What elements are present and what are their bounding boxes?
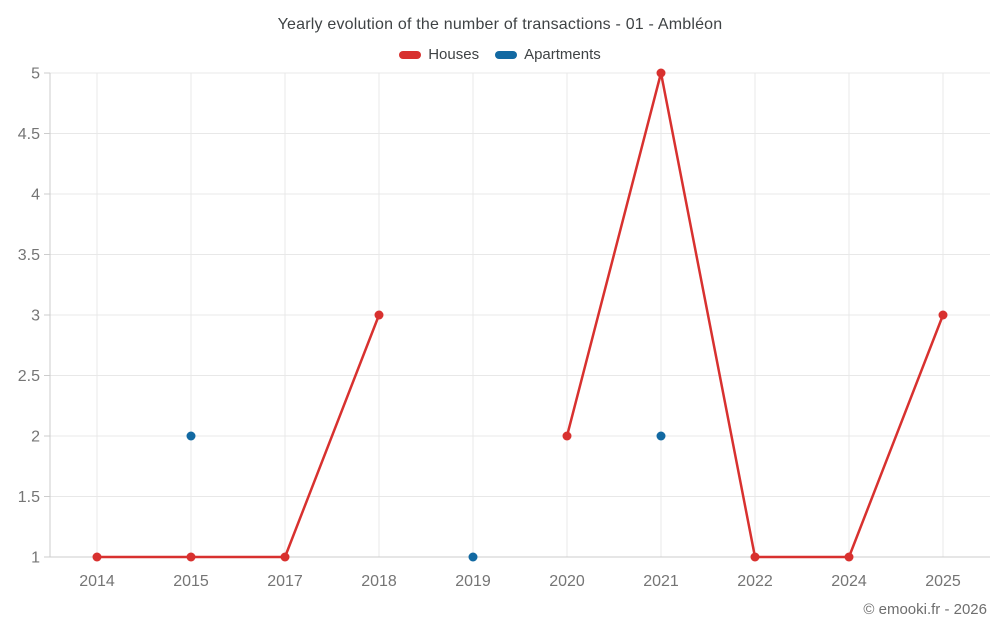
x-axis-label: 2021 <box>643 573 679 590</box>
x-axis-label: 2018 <box>361 573 397 590</box>
axis-labels: 1 1.5 2 2.5 3 3.5 4 4.5 5 2014 2015 2017 2018 2019 202… <box>18 66 961 591</box>
apartments-point[interactable] <box>656 431 666 441</box>
houses-point[interactable] <box>280 552 290 562</box>
apartments-point[interactable] <box>468 552 478 562</box>
y-axis-label: 4 <box>31 187 40 204</box>
series-apartments <box>186 431 666 562</box>
x-axis-label: 2015 <box>173 573 209 590</box>
legend-item-apartments[interactable]: Apartments <box>495 46 601 63</box>
x-axis-label: 2025 <box>925 573 961 590</box>
houses-point[interactable] <box>562 431 572 441</box>
gridlines <box>50 72 990 558</box>
chart-legend: Houses Apartments <box>0 46 1000 63</box>
houses-point[interactable] <box>844 552 854 562</box>
houses-line <box>95 313 381 559</box>
houses-swatch-icon <box>399 50 422 59</box>
x-axis-label: 2024 <box>831 573 867 590</box>
x-axis-label: 2017 <box>267 573 303 590</box>
legend-item-houses[interactable]: Houses <box>399 46 479 63</box>
page-title: Yearly evolution of the number of transa… <box>277 16 723 33</box>
y-axis-label: 1 <box>31 550 40 567</box>
y-axis-label: 4.5 <box>18 126 40 143</box>
apartments-point[interactable] <box>186 431 196 441</box>
houses-point[interactable] <box>186 552 196 562</box>
legend-label-houses: Houses <box>428 46 480 63</box>
legend-label-apartments: Apartments <box>524 46 601 63</box>
houses-point[interactable] <box>656 68 666 78</box>
y-axis-label: 3 <box>31 308 40 325</box>
y-axis-label: 3.5 <box>18 247 40 264</box>
y-axis-label: 1.5 <box>18 489 40 506</box>
y-axis-label: 5 <box>31 66 40 83</box>
series-houses <box>92 68 948 562</box>
houses-point[interactable] <box>938 310 948 320</box>
x-axis-label: 2019 <box>455 573 491 590</box>
y-axis-label: 2.5 <box>18 368 40 385</box>
x-axis-label: 2022 <box>737 573 773 590</box>
houses-point[interactable] <box>750 552 760 562</box>
watermark: © emooki.fr - 2026 <box>863 601 987 618</box>
x-axis-label: 2014 <box>79 573 115 590</box>
houses-point[interactable] <box>92 552 102 562</box>
y-axis-label: 2 <box>31 429 40 446</box>
x-axis-label: 2020 <box>549 573 585 590</box>
houses-point[interactable] <box>374 310 384 320</box>
apartments-swatch-icon <box>495 50 518 59</box>
